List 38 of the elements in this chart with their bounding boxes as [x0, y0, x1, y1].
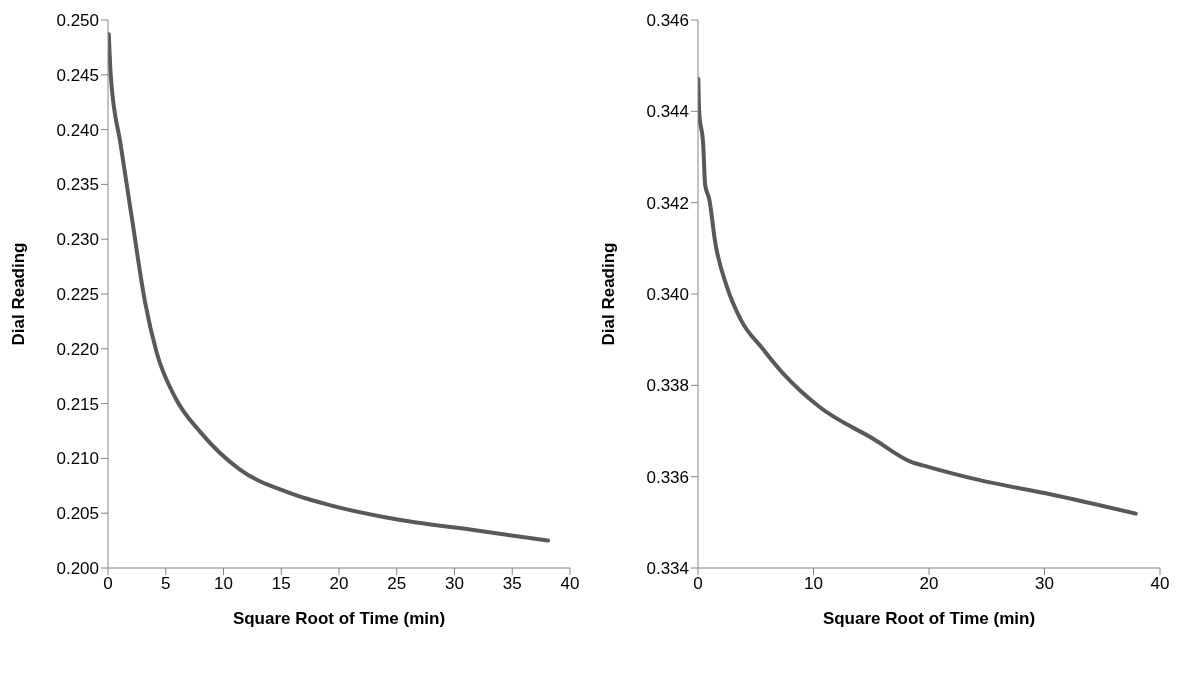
y-tick-label: 0.235	[56, 175, 99, 195]
x-tick-label: 20	[919, 574, 939, 594]
x-tick-label: 0	[693, 574, 703, 594]
y-tick-label: 0.240	[56, 120, 99, 140]
y-tick-label: 0.344	[646, 102, 689, 122]
x-tick-label: 10	[214, 574, 233, 594]
x-tick-label: 30	[445, 574, 464, 594]
y-tick-label: 0.340	[646, 285, 689, 305]
y-tick-label: 0.338	[646, 376, 689, 396]
x-axis-title: Square Root of Time (min)	[232, 609, 446, 628]
x-tick-label: 10	[804, 574, 823, 594]
x-tick-label: 35	[502, 574, 522, 594]
y-tick-label: 0.342	[646, 193, 689, 213]
y-tick-label: 0.245	[56, 65, 99, 85]
line-series	[698, 76, 1138, 516]
y-tick-label: 0.215	[56, 394, 99, 414]
y-tick-label: 0.346	[646, 11, 689, 31]
y-tick-label: 0.220	[56, 339, 99, 359]
line-series	[108, 32, 551, 543]
x-tick-label: 20	[329, 574, 349, 594]
y-tick-label: 0.200	[56, 559, 99, 579]
x-axis-title: Square Root of Time (min)	[822, 609, 1036, 628]
x-tick-label: 40	[1150, 574, 1170, 594]
y-tick-label: 0.210	[56, 449, 99, 469]
y-tick-label: 0.205	[56, 504, 99, 524]
y-tick-label: 0.250	[56, 11, 99, 31]
x-tick-label: 25	[387, 574, 407, 594]
x-tick-label: 40	[560, 574, 580, 594]
y-axis-title: Dial Reading	[599, 242, 619, 346]
y-tick-label: 0.230	[56, 230, 99, 250]
y-tick-label: 0.334	[646, 559, 689, 579]
x-tick-label: 30	[1035, 574, 1054, 594]
y-axis-title: Dial Reading	[9, 242, 29, 346]
x-tick-label: 5	[161, 574, 171, 594]
y-tick-label: 0.336	[646, 467, 689, 487]
y-tick-label: 0.225	[56, 285, 99, 305]
x-tick-label: 15	[271, 574, 291, 594]
x-tick-label: 0	[103, 574, 113, 594]
